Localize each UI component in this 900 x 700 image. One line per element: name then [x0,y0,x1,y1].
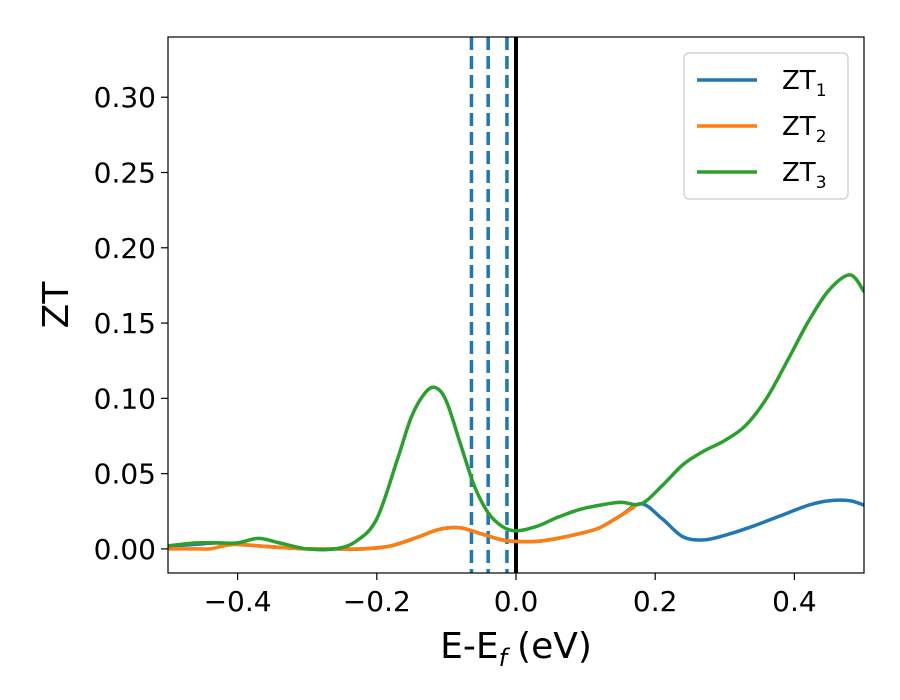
y-axis-label: ZT [36,281,77,329]
x-axis-ticks: −0.4 −0.2 0.0 0.2 0.4 [204,573,817,618]
legend-box [683,52,849,200]
x-tick-label: 0.0 [494,585,539,618]
y-tick-label: 0.15 [94,307,156,340]
x-tick-label: 0.2 [633,585,678,618]
y-tick-label: 0.10 [94,382,156,415]
legend: ZT1 ZT2 ZT3 [683,52,849,200]
x-axis-label-unit: (eV) [517,626,592,667]
y-tick-label: 0.20 [94,232,156,265]
x-axis-label-subscript: f [499,644,511,672]
legend-label-zt2: ZT2 [782,112,827,147]
legend-entries: ZT1 ZT2 ZT3 [697,66,827,193]
y-tick-label: 0.25 [94,157,156,190]
y-tick-label: 0.30 [94,81,156,114]
legend-label-zt1: ZT1 [782,66,827,101]
y-tick-label: 0.05 [94,458,156,491]
y-tick-label: 0.00 [94,533,156,566]
y-axis-ticks: 0.00 0.05 0.10 0.15 0.20 0.25 0.30 [94,81,168,566]
x-tick-label: −0.2 [343,585,411,618]
x-axis-label-main: E-E [440,626,498,667]
vertical-reference-lines [469,37,518,573]
x-tick-label: −0.4 [204,585,272,618]
x-tick-label: 0.4 [772,585,817,618]
x-axis-label: E-Ef (eV) [440,626,592,672]
legend-label-zt3: ZT3 [782,158,827,193]
series-lines [168,273,864,552]
series-line-zt3 [168,273,864,552]
